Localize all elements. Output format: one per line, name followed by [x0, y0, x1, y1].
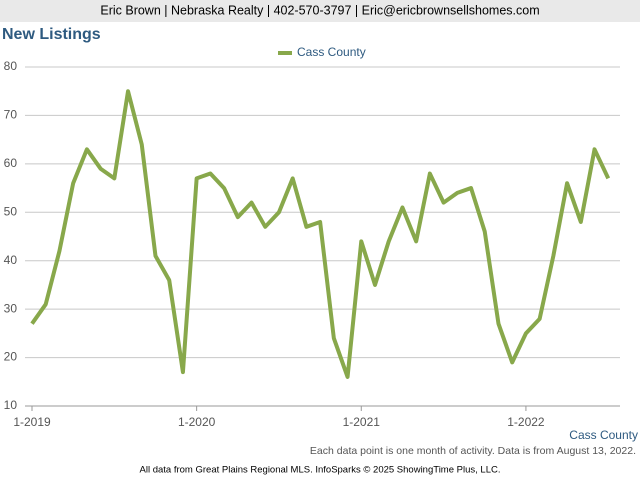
header-bar: [0, 0, 640, 22]
y-tick-label: 60: [4, 156, 18, 170]
y-tick-label: 70: [4, 108, 18, 122]
caption: Cass County: [569, 428, 638, 442]
header: Eric Brown | Nebraska Realty | 402-570-3…: [100, 3, 539, 17]
y-tick-label: 30: [4, 301, 18, 315]
line: [30, 89, 611, 379]
legend-label: Cass County: [297, 45, 366, 59]
x-tick-label: 1-2021: [343, 415, 381, 429]
x-tick-label: 1-2022: [507, 415, 545, 429]
x-tick-label: 1-2020: [178, 415, 216, 429]
y-tick-label: 10: [4, 398, 18, 412]
y-tick-label: 80: [4, 59, 18, 73]
chart-title: New Listings: [2, 26, 101, 43]
y-tick-label: 20: [4, 350, 18, 364]
note: Each data point is one month of activity…: [310, 445, 636, 457]
y-tick-label: 40: [4, 253, 18, 267]
y-tick-label: 50: [4, 204, 18, 218]
footer: All data from Great Plains Regional MLS.…: [140, 465, 501, 476]
x-tick-label: 1-2019: [13, 415, 51, 429]
